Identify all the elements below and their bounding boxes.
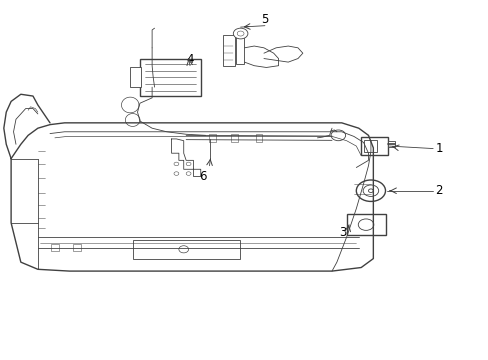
Text: 6: 6 [199,170,206,183]
Circle shape [174,172,179,175]
Bar [361,137,387,155]
Circle shape [358,219,373,230]
Circle shape [179,246,188,253]
Bar [51,244,59,251]
Bar [231,134,238,142]
Bar [130,67,141,87]
Bar [255,134,262,142]
Circle shape [368,189,372,193]
Bar [140,59,201,96]
Bar [346,214,385,235]
Bar [236,35,243,64]
Bar [73,244,81,251]
Text: 2: 2 [435,184,442,197]
Text: 5: 5 [261,13,268,26]
Bar [209,134,216,142]
Bar [222,35,234,66]
Text: 4: 4 [186,53,193,66]
Circle shape [363,185,378,197]
Circle shape [174,162,179,166]
Circle shape [186,162,191,166]
Text: 3: 3 [339,226,346,239]
Circle shape [237,31,244,36]
Circle shape [186,172,191,175]
Circle shape [233,28,247,39]
Bar [387,141,394,147]
Bar [364,140,376,153]
Bar [132,240,239,258]
Text: 1: 1 [435,142,442,155]
Circle shape [356,180,385,202]
Circle shape [330,130,345,141]
